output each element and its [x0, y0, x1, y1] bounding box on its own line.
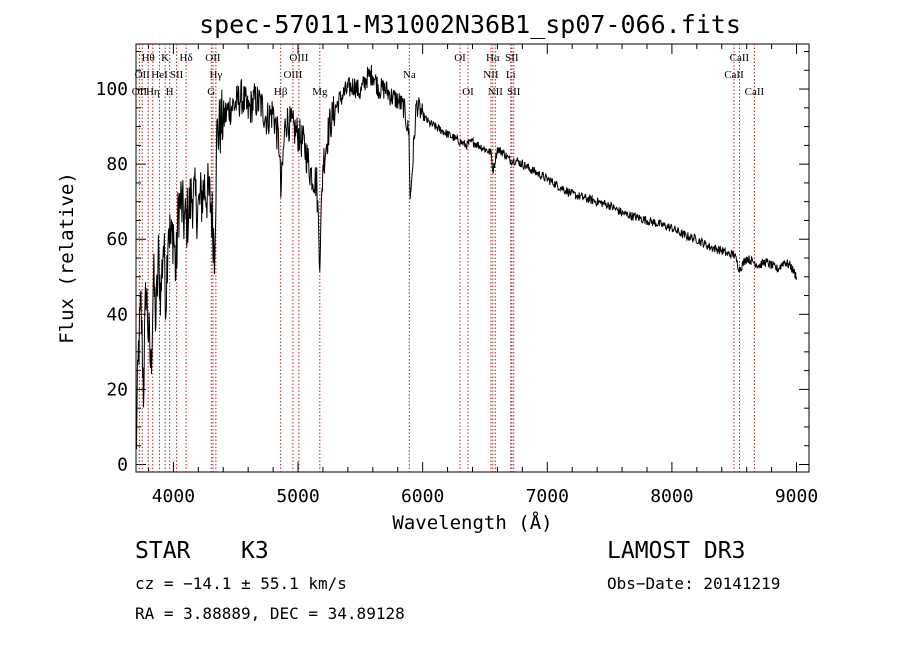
- y-tick-label: 20: [106, 379, 128, 400]
- spectral-line-label: OII: [135, 69, 151, 81]
- y-axis-label: Flux (relative): [56, 172, 78, 344]
- x-tick-label: 7000: [526, 486, 569, 507]
- y-tick-label: 100: [95, 79, 128, 100]
- x-axis-label: Wavelength (Å): [392, 511, 552, 534]
- spectral-line-label: Na: [403, 69, 416, 81]
- chart-title: spec-57011-M31002N36B1_sp07-066.fits: [199, 10, 741, 39]
- spectral-line-label: OII: [205, 52, 221, 64]
- redshift-label: cz = −14.1 ± 55.1 km/s: [135, 574, 347, 593]
- spectral-line-label: SII: [505, 52, 519, 64]
- spectral-line-label: CaII: [724, 69, 744, 81]
- x-tick-label: 4000: [152, 486, 195, 507]
- spectral-line-label: Hδ: [180, 52, 193, 64]
- spectral-line-label: HeI: [151, 69, 168, 81]
- obs-date-label: Obs−Date: 20141219: [607, 574, 781, 593]
- y-tick-label: 0: [117, 454, 128, 475]
- spectral-line-label: CaII: [745, 86, 765, 98]
- spectral-line-label: NII: [483, 69, 499, 81]
- spectral-line-label: H: [166, 86, 174, 98]
- survey-label: LAMOST DR3: [607, 538, 746, 564]
- spectral-line-label: Hγ: [209, 69, 222, 81]
- spectral-line-label: OIII: [283, 69, 302, 81]
- y-tick-label: 80: [106, 154, 128, 175]
- x-tick-label: 5000: [276, 486, 319, 507]
- x-tick-label: 6000: [401, 486, 444, 507]
- spectrum-line: [135, 64, 797, 450]
- subclass-label: K3: [241, 538, 269, 564]
- spectral-line-label: OI: [454, 52, 466, 64]
- spectral-line-label: OIII: [289, 52, 308, 64]
- spectral-line-label: Mg: [312, 86, 328, 98]
- plot-frame: [135, 43, 810, 473]
- spectral-line-label: CaII: [730, 52, 750, 64]
- spectral-line-label: K: [161, 52, 169, 64]
- spectral-line-label: Hθ: [142, 52, 155, 64]
- spectral-line-label: SII: [170, 69, 184, 81]
- x-tick-label: 8000: [650, 486, 693, 507]
- spectral-line-label: Hα: [486, 52, 500, 64]
- spectral-line-label: OII: [132, 86, 148, 98]
- spectral-line-label: OI: [462, 86, 474, 98]
- spectral-line-label: Hη: [146, 86, 160, 98]
- spectral-line-label: Hβ: [274, 86, 288, 98]
- spectral-line-label: G: [207, 86, 215, 98]
- x-tick-label: 9000: [775, 486, 818, 507]
- spectral-line-label: NII: [488, 86, 504, 98]
- object-class-label: STAR: [135, 538, 191, 564]
- coordinates-label: RA = 3.88889, DEC = 34.89128: [135, 604, 405, 623]
- spectral-line-label: SII: [507, 86, 521, 98]
- y-tick-label: 60: [106, 229, 128, 250]
- y-tick-label: 40: [106, 304, 128, 325]
- spectral-line-label: Li: [506, 69, 516, 81]
